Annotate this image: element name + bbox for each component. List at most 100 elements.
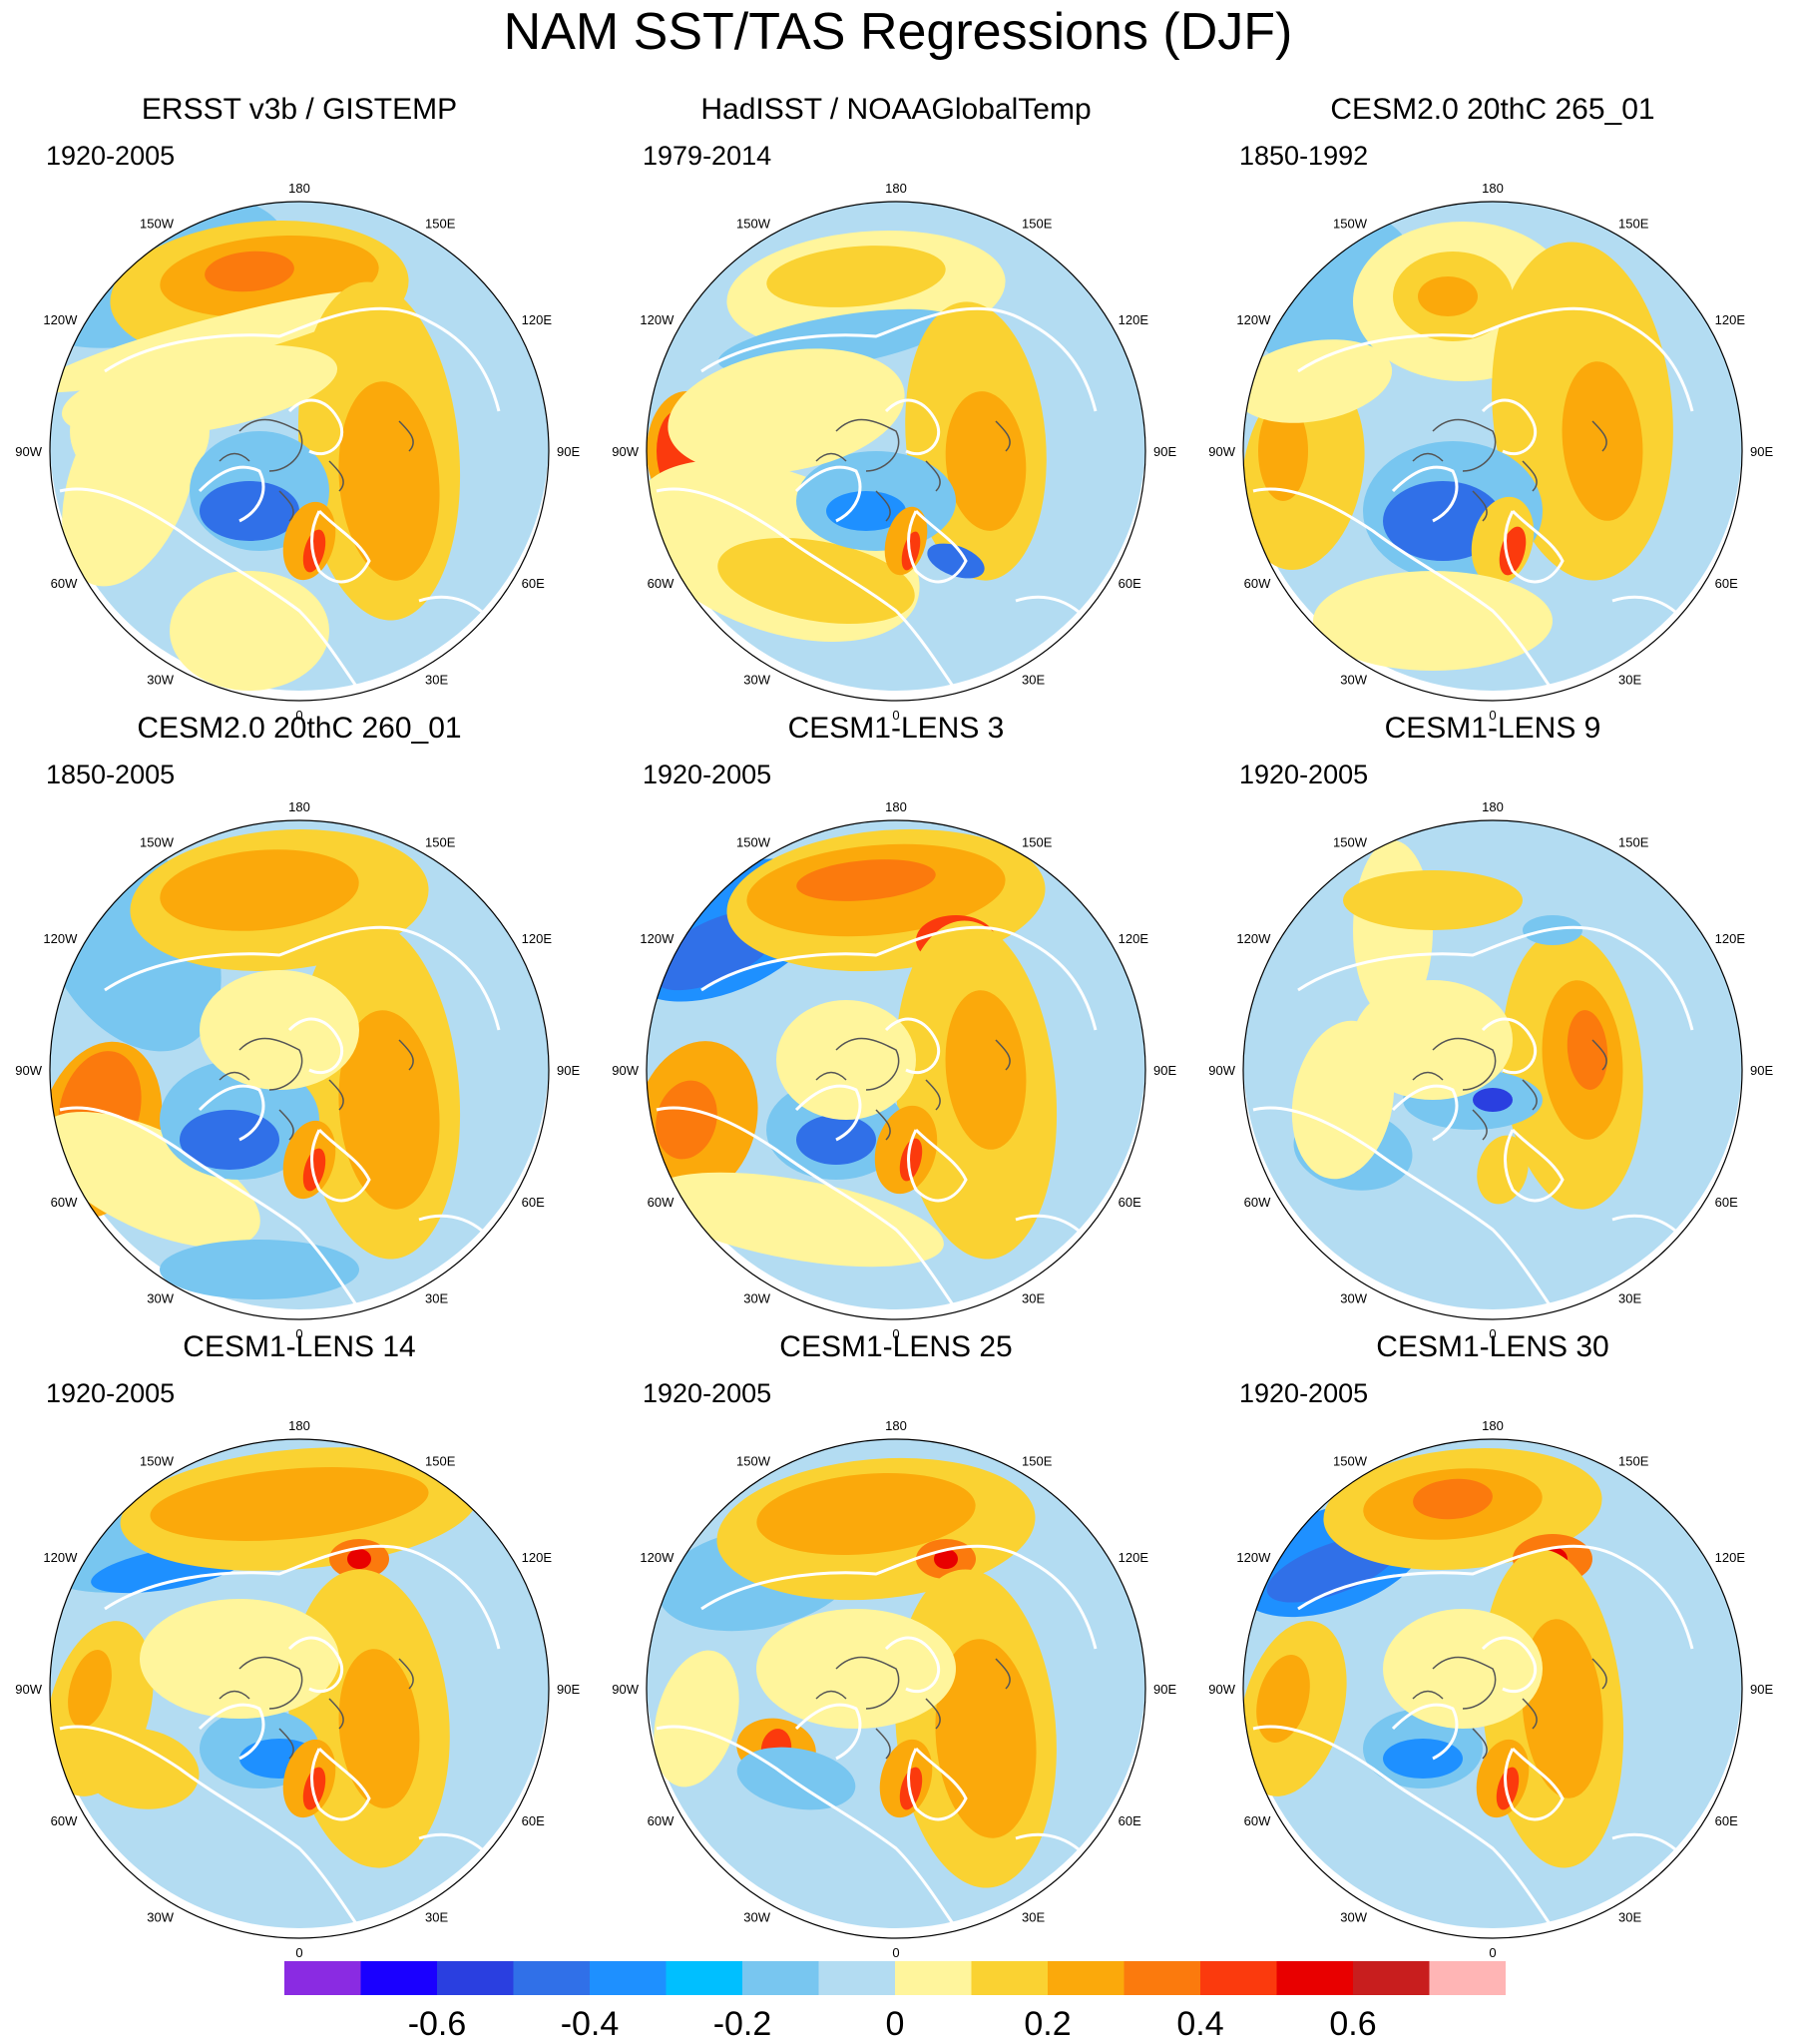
longitude-label: 0 — [1489, 1945, 1496, 1960]
colorbar-segment — [437, 1961, 514, 1995]
longitude-label: 180 — [885, 181, 907, 196]
colorbar-segment — [971, 1961, 1048, 1995]
panel-period: 1920-2005 — [643, 760, 772, 789]
longitude-label: 0 — [295, 1326, 302, 1341]
longitude-label: 120W — [640, 931, 674, 946]
longitude-label: 120E — [1119, 1550, 1149, 1565]
land-outline — [1481, 1017, 1538, 1075]
map-field — [647, 820, 1145, 1310]
coast-outline — [1472, 490, 1488, 522]
map-field — [50, 1439, 549, 1929]
coastlines — [1252, 1544, 1694, 1929]
longitude-label: 30W — [743, 673, 770, 688]
anomaly-region — [1477, 1135, 1529, 1205]
coast-outline — [219, 452, 250, 462]
longitude-label: 90W — [612, 1063, 639, 1078]
anomaly-region — [945, 990, 1027, 1150]
land-outline — [700, 1544, 1098, 1650]
land-outline — [198, 465, 265, 523]
anomaly-region — [50, 1111, 260, 1249]
panel-period: 1920-2005 — [46, 141, 176, 171]
coastlines — [656, 306, 1098, 692]
longitude-label: 90W — [15, 1682, 42, 1697]
longitude-label: 180 — [288, 799, 310, 814]
anomaly-region — [927, 543, 985, 579]
colorbar-segment — [1048, 1961, 1124, 1995]
longitude-label: 60E — [1715, 576, 1738, 591]
land-outline — [310, 1128, 371, 1203]
land-outline — [310, 1747, 371, 1821]
coast-outline — [1432, 418, 1497, 472]
coast-outline — [1412, 1071, 1444, 1081]
coast-outline — [278, 1109, 294, 1141]
map-panel: CESM2.0 20thC 265_01 1850-1992 180 150E 120E… — [1193, 92, 1792, 723]
panel-title: CESM2.0 20thC 260_01 — [137, 712, 462, 745]
coast-outline — [238, 1656, 303, 1710]
colorbar: -0.6 -0.4 -0.2 0 0.2 0.4 0.6 — [284, 1961, 1506, 2041]
longitude-label: 60E — [1119, 1813, 1141, 1828]
map-field — [1243, 202, 1742, 692]
coastlines — [1252, 306, 1694, 692]
longitude-label: 120E — [522, 931, 553, 946]
land-outline — [104, 925, 501, 1031]
longitude-label: 180 — [1482, 181, 1504, 196]
coast-outline — [815, 1071, 847, 1081]
land-outline — [794, 1703, 862, 1761]
panel-title: CESM1-LENS 25 — [779, 1330, 1013, 1363]
land-outline — [1252, 1725, 1555, 1929]
map-border — [49, 819, 550, 1320]
coast-outline — [398, 1658, 414, 1690]
longitude-label: 30E — [1022, 1291, 1045, 1306]
coast-outline — [995, 1658, 1011, 1690]
coastlines — [59, 925, 501, 1310]
anomaly-region — [1313, 571, 1553, 671]
longitude-label: 60W — [51, 1195, 78, 1210]
coast-outline — [278, 1728, 294, 1760]
anomaly-region — [654, 1650, 739, 1788]
longitude-label: 60E — [1119, 576, 1141, 591]
land-outline — [104, 1544, 501, 1650]
panel-period: 1920-2005 — [1239, 1378, 1369, 1408]
longitude-label: 150E — [1022, 834, 1053, 849]
anomaly-region — [717, 537, 915, 625]
coast-outline — [1472, 1109, 1488, 1141]
longitude-label: 180 — [885, 1418, 907, 1433]
longitude-label: 30E — [425, 1910, 448, 1925]
longitude-label: 120W — [1236, 931, 1271, 946]
map-border — [646, 819, 1146, 1320]
anomaly-region — [1343, 870, 1523, 930]
anomaly-region — [347, 1549, 371, 1569]
polar-map: 180 150E 120E 90E 60E 30E 0 30W 60W 90W 120W 150W — [612, 181, 1176, 723]
longitude-label: 90W — [612, 1682, 639, 1697]
land-outline — [310, 509, 371, 584]
longitude-label: 60W — [1244, 576, 1271, 591]
panel-period: 1920-2005 — [643, 1378, 772, 1408]
coast-outline — [398, 1039, 414, 1071]
coast-outline — [1432, 1656, 1497, 1710]
land-outline — [884, 398, 941, 456]
coastlines — [59, 1544, 501, 1929]
longitude-label: 90E — [557, 1682, 580, 1697]
coast-outline — [238, 418, 303, 472]
longitude-label: 120E — [1119, 312, 1149, 327]
colorbar-tick-label: 0.2 — [1024, 2005, 1071, 2041]
land-outline — [1297, 1544, 1694, 1650]
coast-outline — [1591, 1039, 1607, 1071]
colorbar-segment — [895, 1961, 972, 1995]
map-border — [1242, 1438, 1743, 1939]
anomaly-region — [1413, 1478, 1493, 1520]
longitude-label: 150E — [425, 1453, 456, 1468]
longitude-label: 150W — [140, 1453, 175, 1468]
coast-outline — [925, 460, 941, 492]
map-panel: CESM1-LENS 25 1920-2005 180 150E 120E 90E 60E 3… — [597, 1329, 1195, 1960]
coast-outline — [328, 460, 344, 492]
coast-outline — [835, 418, 900, 472]
longitude-label: 90E — [1153, 1063, 1176, 1078]
longitude-label: 60W — [1244, 1195, 1271, 1210]
map-panel: CESM1-LENS 14 1920-2005 180 150E 120E 90E 60E 3… — [0, 1329, 599, 1960]
longitude-label: 0 — [1489, 1326, 1496, 1341]
coast-outline — [925, 1079, 941, 1111]
longitude-label: 150W — [1333, 1453, 1368, 1468]
longitude-label: 150E — [1022, 216, 1053, 231]
longitude-label: 30W — [147, 1910, 174, 1925]
